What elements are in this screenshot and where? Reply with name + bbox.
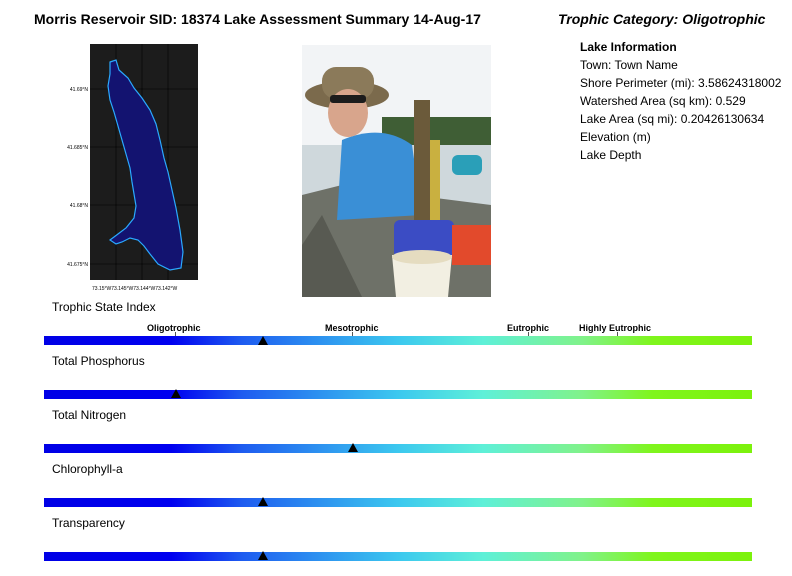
total-nitrogen-marker — [348, 443, 359, 452]
tsi-tick — [175, 332, 176, 336]
lake-info-elevation: Elevation (m) — [580, 130, 651, 144]
total-phosphorus-bar — [44, 390, 752, 399]
field-photo — [302, 45, 491, 297]
lake-info-heading: Lake Information — [580, 40, 677, 54]
tsi-category-eutrophic: Eutrophic — [507, 323, 549, 333]
trophic-category: Trophic Category: Oligotrophic — [558, 11, 766, 27]
total-phosphorus-label: Total Phosphorus — [52, 354, 145, 368]
lake-outline — [107, 59, 184, 271]
lake-info-shore-perimeter: Shore Perimeter (mi): 3.58624318002 — [580, 76, 782, 90]
lake-info-town: Town: Town Name — [580, 58, 678, 72]
transparency-marker — [258, 551, 269, 560]
tsi-tick — [528, 332, 529, 336]
tsi-marker — [258, 336, 269, 345]
lat-label: 41.675°N — [67, 262, 88, 268]
tsi-gradient-bar — [44, 336, 752, 345]
lat-label: 41.69°N — [70, 87, 89, 93]
transparency-label: Transparency — [52, 516, 125, 530]
lake-info-lake-area: Lake Area (sq mi): 0.20426130634 — [580, 112, 765, 126]
transparency-bar — [44, 552, 752, 561]
chlorophyll-a-bar — [44, 498, 752, 507]
tsi-category-mesotrophic: Mesotrophic — [325, 323, 379, 333]
lake-info-watershed-area: Watershed Area (sq km): 0.529 — [580, 94, 746, 108]
lat-label: 41.685°N — [67, 145, 88, 151]
lon-labels: 73.15°W73.145°W73.144°W73.142°W — [92, 286, 178, 292]
total-nitrogen-bar — [44, 444, 752, 453]
lake-info-depth: Lake Depth — [580, 148, 642, 162]
lake-map: 41.69°N 41.685°N 41.68°N 41.675°N 73.15°… — [67, 44, 198, 292]
tsi-label: Trophic State Index — [52, 300, 156, 314]
chlorophyll-a-marker — [258, 497, 269, 506]
lake-info-panel: Lake Information Town: Town Name Shore P… — [580, 38, 781, 164]
tsi-tick — [617, 332, 618, 336]
total-phosphorus-marker — [170, 389, 181, 398]
tsi-category-highly-eutrophic: Highly Eutrophic — [579, 323, 651, 333]
lat-label: 41.68°N — [70, 203, 89, 209]
page-title: Morris Reservoir SID: 18374 Lake Assessm… — [34, 11, 481, 27]
tsi-tick — [352, 332, 353, 336]
chlorophyll-a-label: Chlorophyll-a — [52, 462, 123, 476]
tsi-category-oligotrophic: Oligotrophic — [147, 323, 201, 333]
total-nitrogen-label: Total Nitrogen — [52, 408, 127, 422]
